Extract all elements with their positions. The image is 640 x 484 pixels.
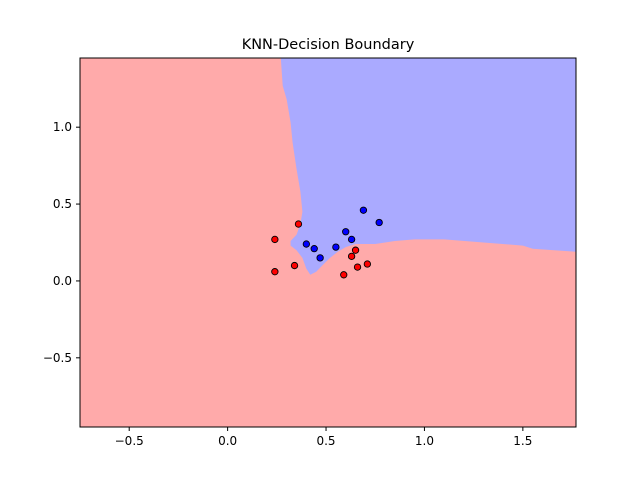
y-tick-label: 0.0 — [53, 274, 72, 288]
point-series1-4 — [342, 228, 350, 236]
point-series1-5 — [347, 235, 356, 244]
x-tick-label: −0.5 — [115, 434, 144, 448]
point-series0-8 — [363, 260, 372, 268]
x-tick-label: 1.5 — [513, 434, 532, 448]
point-series0-5 — [347, 252, 356, 260]
point-series0-2 — [271, 268, 279, 276]
point-series1-3 — [332, 243, 340, 251]
point-series1-1 — [310, 244, 318, 253]
point-series0-4 — [340, 271, 348, 279]
point-series0-1 — [294, 220, 303, 228]
x-tick-label: 0.5 — [316, 434, 335, 448]
point-series0-0 — [271, 235, 279, 244]
region-class-1 — [280, 58, 576, 275]
y-tick-label: −0.5 — [43, 351, 72, 365]
y-tick-label: 1.0 — [53, 120, 72, 134]
point-series1-7 — [375, 218, 383, 227]
chart-title: KNN-Decision Boundary — [242, 37, 415, 53]
plot-area — [79, 57, 577, 428]
y-axis: −0.5 0.0 0.5 1.0 — [43, 120, 80, 365]
point-series1-2 — [316, 254, 324, 262]
x-tick-label: 0.0 — [218, 434, 237, 448]
point-series1-6 — [359, 206, 368, 214]
x-tick-label: 1.0 — [415, 434, 434, 448]
plot-frame — [79, 57, 577, 428]
point-series0-3 — [290, 261, 299, 270]
x-axis: −0.5 0.0 0.5 1.0 1.5 — [115, 427, 532, 448]
point-series0-6 — [351, 246, 360, 254]
point-series0-7 — [353, 263, 362, 271]
point-series1-0 — [302, 240, 310, 248]
y-tick-label: 0.5 — [53, 197, 72, 211]
